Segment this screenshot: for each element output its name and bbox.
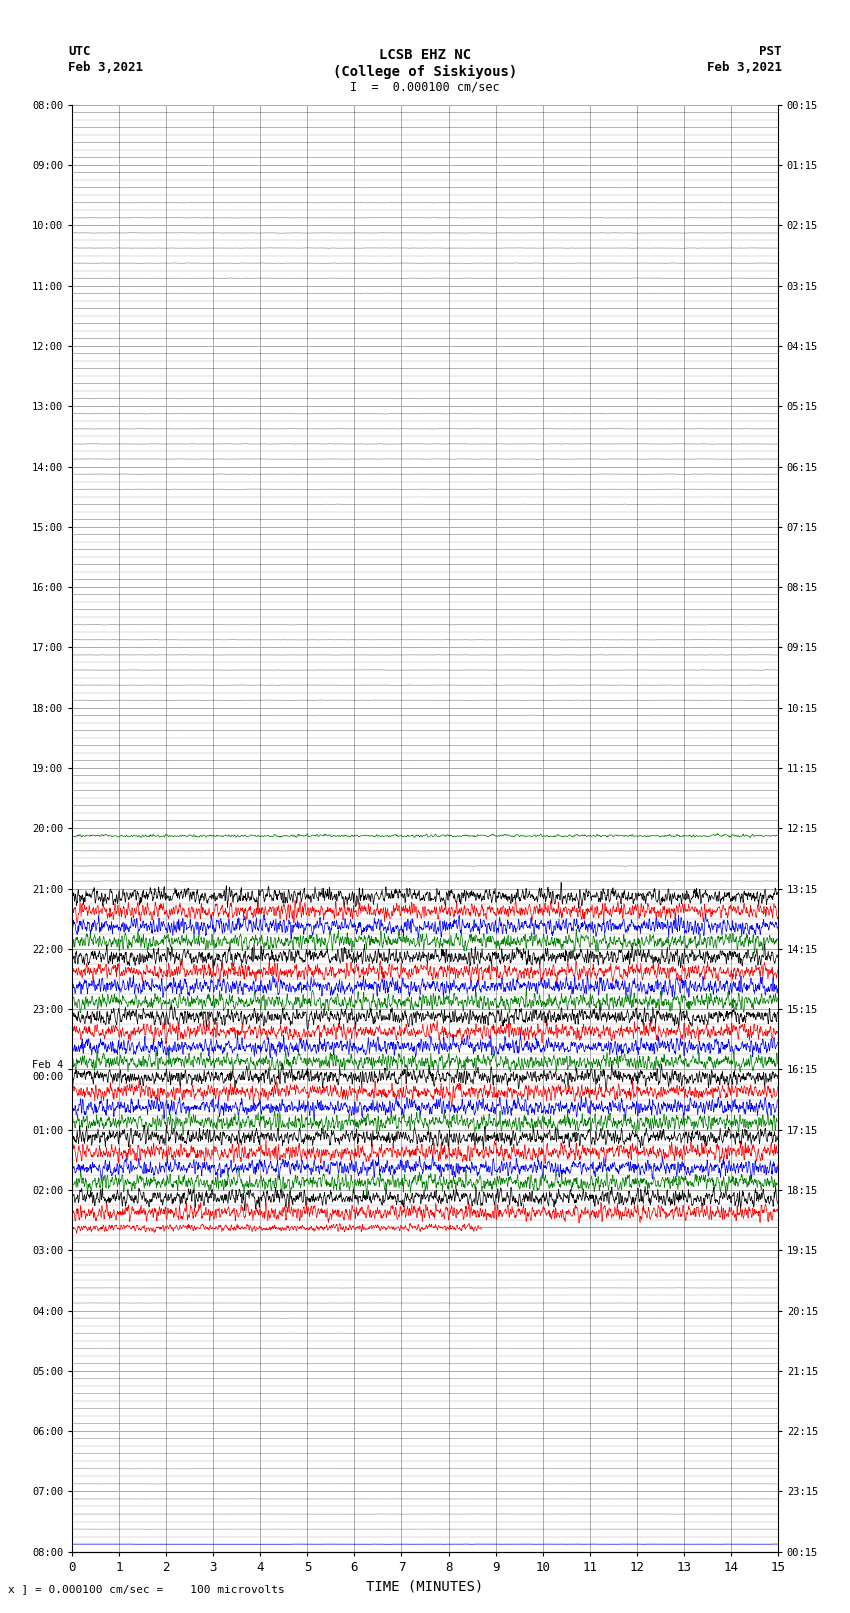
Text: UTC: UTC — [68, 45, 90, 58]
X-axis label: TIME (MINUTES): TIME (MINUTES) — [366, 1579, 484, 1594]
Text: PST: PST — [760, 45, 782, 58]
Text: LCSB EHZ NC: LCSB EHZ NC — [379, 48, 471, 63]
Text: Feb 3,2021: Feb 3,2021 — [707, 61, 782, 74]
Text: (College of Siskiyous): (College of Siskiyous) — [333, 65, 517, 79]
Text: Feb 3,2021: Feb 3,2021 — [68, 61, 143, 74]
Text: I  =  0.000100 cm/sec: I = 0.000100 cm/sec — [350, 81, 500, 94]
Text: x ] = 0.000100 cm/sec =    100 microvolts: x ] = 0.000100 cm/sec = 100 microvolts — [8, 1584, 286, 1594]
